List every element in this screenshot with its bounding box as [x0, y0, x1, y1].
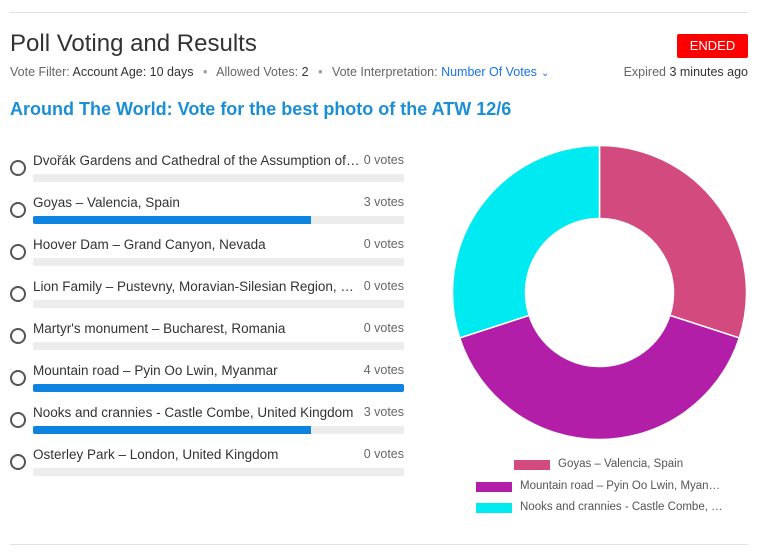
poll-option[interactable]: Lion Family – Pustevny, Moravian-Silesia… [10, 272, 404, 314]
option-votes: 0 votes [363, 153, 404, 167]
radio-button[interactable] [10, 412, 26, 428]
legend-swatch [514, 460, 550, 470]
vote-interpretation-label: Vote Interpretation: [331, 65, 438, 79]
vote-bar-track [33, 216, 404, 224]
vote-bar-track [33, 468, 404, 476]
radio-button[interactable] [10, 370, 26, 386]
poll-option[interactable]: Nooks and crannies - Castle Combe, Unite… [10, 398, 404, 440]
poll-meta: Vote Filter: Account Age: 10 days • Allo… [10, 65, 549, 79]
radio-button[interactable] [10, 160, 26, 176]
vote-bar-track [33, 300, 404, 308]
option-votes: 3 votes [363, 195, 404, 209]
poll-option[interactable]: Martyr's monument – Bucharest, Romania 0 … [10, 314, 404, 356]
option-votes: 0 votes [363, 447, 404, 461]
option-votes: 3 votes [363, 405, 404, 419]
radio-button[interactable] [10, 244, 26, 260]
donut-slice[interactable] [458, 314, 741, 440]
legend-label: Goyas – Valencia, Spain [558, 458, 684, 470]
donut-slice[interactable] [452, 145, 601, 339]
vote-bar-track [33, 384, 404, 392]
option-votes: 4 votes [363, 363, 404, 377]
option-label: Nooks and crannies - Castle Combe, Unite… [33, 405, 354, 420]
allowed-votes-label: Allowed Votes: [216, 65, 299, 79]
option-label: Goyas – Valencia, Spain [33, 195, 180, 210]
bottom-divider [10, 544, 748, 545]
option-label: Mountain road – Pyin Oo Lwin, Myanmar [33, 363, 278, 378]
poll-option[interactable]: Goyas – Valencia, Spain 3 votes [10, 188, 404, 230]
vote-bar-track [33, 174, 404, 182]
radio-button[interactable] [10, 202, 26, 218]
vote-interpretation-dropdown[interactable]: Number Of Votes ⌄ [441, 65, 549, 79]
option-label: Lion Family – Pustevny, Moravian-Silesia… [33, 279, 363, 294]
option-votes: 0 votes [363, 279, 404, 293]
chevron-down-icon: ⌄ [540, 68, 550, 79]
top-divider [10, 12, 748, 13]
page-title: Poll Voting and Results [10, 30, 257, 57]
expired-info: Expired 3 minutes ago [624, 65, 748, 79]
expired-label: Expired [623, 65, 666, 79]
legend-label: Nooks and crannies - Castle Combe, Unite… [520, 501, 725, 513]
radio-button[interactable] [10, 454, 26, 470]
vote-bar-track [33, 342, 404, 350]
legend-item[interactable]: Goyas – Valencia, Spain [476, 458, 746, 472]
option-votes: 0 votes [363, 237, 404, 251]
radio-button[interactable] [10, 286, 26, 302]
legend-swatch [476, 503, 512, 513]
expired-value: 3 minutes ago [669, 65, 748, 79]
option-label: Martyr's monument – Bucharest, Romania [33, 321, 286, 336]
poll-title[interactable]: Around The World: Vote for the best phot… [10, 99, 512, 119]
legend-item[interactable]: Mountain road – Pyin Oo Lwin, Myanmar [476, 480, 746, 494]
status-badge: ENDED [677, 34, 748, 58]
legend-label: Mountain road – Pyin Oo Lwin, Myanmar [520, 480, 725, 492]
vote-bar-fill [33, 384, 404, 392]
results-donut-chart [452, 145, 747, 440]
separator-dot: • [318, 65, 323, 79]
poll-option[interactable]: Hoover Dam – Grand Canyon, Nevada 0 votes [10, 230, 404, 272]
legend-item[interactable]: Nooks and crannies - Castle Combe, Unite… [476, 501, 746, 515]
vote-bar-track [33, 258, 404, 266]
vote-bar-fill [33, 216, 312, 224]
option-label: Dvořák Gardens and Cathedral of the Assu… [33, 153, 363, 168]
vote-bar-fill [33, 426, 312, 434]
poll-option[interactable]: Osterley Park – London, United Kingdom 0 … [10, 440, 404, 482]
option-votes: 0 votes [363, 321, 404, 335]
radio-button[interactable] [10, 328, 26, 344]
vote-filter-label: Vote Filter: [10, 65, 70, 79]
poll-option[interactable]: Dvořák Gardens and Cathedral of the Assu… [10, 146, 404, 188]
vote-bar-track [33, 426, 404, 434]
vote-interpretation-value: Number Of Votes [441, 65, 537, 79]
legend-swatch [476, 482, 512, 492]
vote-filter-value: Account Age: 10 days [72, 65, 194, 79]
option-label: Osterley Park – London, United Kingdom [33, 447, 279, 462]
separator-dot: • [202, 65, 208, 79]
allowed-votes-value: 2 [301, 65, 309, 79]
poll-option[interactable]: Mountain road – Pyin Oo Lwin, Myanmar 4 v… [10, 356, 404, 398]
option-label: Hoover Dam – Grand Canyon, Nevada [33, 237, 266, 252]
donut-slice[interactable] [598, 145, 747, 339]
